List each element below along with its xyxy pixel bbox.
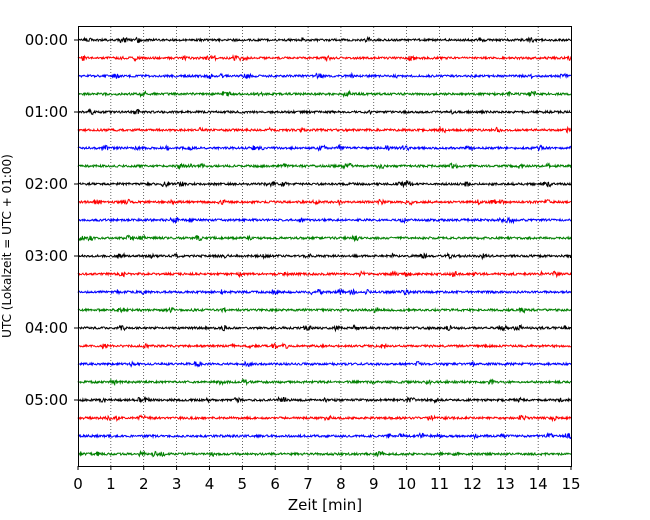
trace-group xyxy=(77,35,572,458)
seismic-trace xyxy=(77,161,572,170)
x-tick-label: 13 xyxy=(496,475,515,493)
x-axis-label: Zeit [min] xyxy=(288,496,362,514)
x-tick-label: 9 xyxy=(369,475,379,493)
seismic-trace xyxy=(77,323,572,333)
seismic-trace xyxy=(77,143,572,152)
y-axis-label: UTC (Lokalzeit = UTC + 01:00) xyxy=(0,154,14,338)
x-tick-label: 1 xyxy=(106,475,116,493)
x-tick-label: 6 xyxy=(270,475,280,493)
seismic-trace xyxy=(77,35,572,44)
plot-frame xyxy=(78,26,572,467)
x-axis: 0 1 2 3 4 5 6 7 8 9 10 11 12 13 14 15 xyxy=(73,466,581,493)
x-tick-label: 4 xyxy=(205,475,215,493)
seismic-trace xyxy=(77,269,572,279)
seismic-trace xyxy=(77,54,572,63)
y-tick-label: 01:00 xyxy=(25,103,68,121)
y-axis: 00:00 01:00 02:00 03:00 04:00 05:00 xyxy=(25,31,78,409)
x-tick-label: 3 xyxy=(172,475,182,493)
seismic-trace xyxy=(77,198,572,207)
seismic-trace xyxy=(77,179,572,189)
x-tick-label: 0 xyxy=(73,475,83,493)
x-tick-label: 14 xyxy=(529,475,548,493)
seismic-trace xyxy=(77,288,572,296)
x-tick-label: 15 xyxy=(561,475,580,493)
x-tick-label: 5 xyxy=(238,475,248,493)
seismic-trace xyxy=(77,125,572,134)
seismic-trace xyxy=(77,395,572,404)
seismic-trace xyxy=(77,432,572,441)
seismic-trace xyxy=(77,233,572,243)
y-tick-label: 00:00 xyxy=(25,31,68,49)
seismic-trace xyxy=(77,89,572,98)
y-tick-label: 04:00 xyxy=(25,319,68,337)
x-tick-label: 11 xyxy=(430,475,449,493)
seismic-trace xyxy=(77,414,572,423)
seismic-trace xyxy=(77,107,572,116)
vertical-grid xyxy=(110,27,539,466)
x-tick-label: 10 xyxy=(397,475,416,493)
x-tick-label: 7 xyxy=(303,475,313,493)
x-tick-label: 8 xyxy=(336,475,346,493)
seismic-trace xyxy=(77,71,572,80)
seismic-trace xyxy=(77,251,572,261)
y-tick-label: 03:00 xyxy=(25,247,68,265)
y-tick-label: 02:00 xyxy=(25,175,68,193)
seismic-trace xyxy=(77,341,572,350)
seismic-trace xyxy=(77,449,572,458)
x-tick-label: 12 xyxy=(463,475,482,493)
seismic-trace xyxy=(77,306,572,314)
y-tick-label: 05:00 xyxy=(25,391,68,409)
x-tick-label: 2 xyxy=(139,475,149,493)
seismic-trace xyxy=(77,377,572,387)
seismic-trace xyxy=(77,216,572,225)
seismic-trace xyxy=(77,360,572,368)
